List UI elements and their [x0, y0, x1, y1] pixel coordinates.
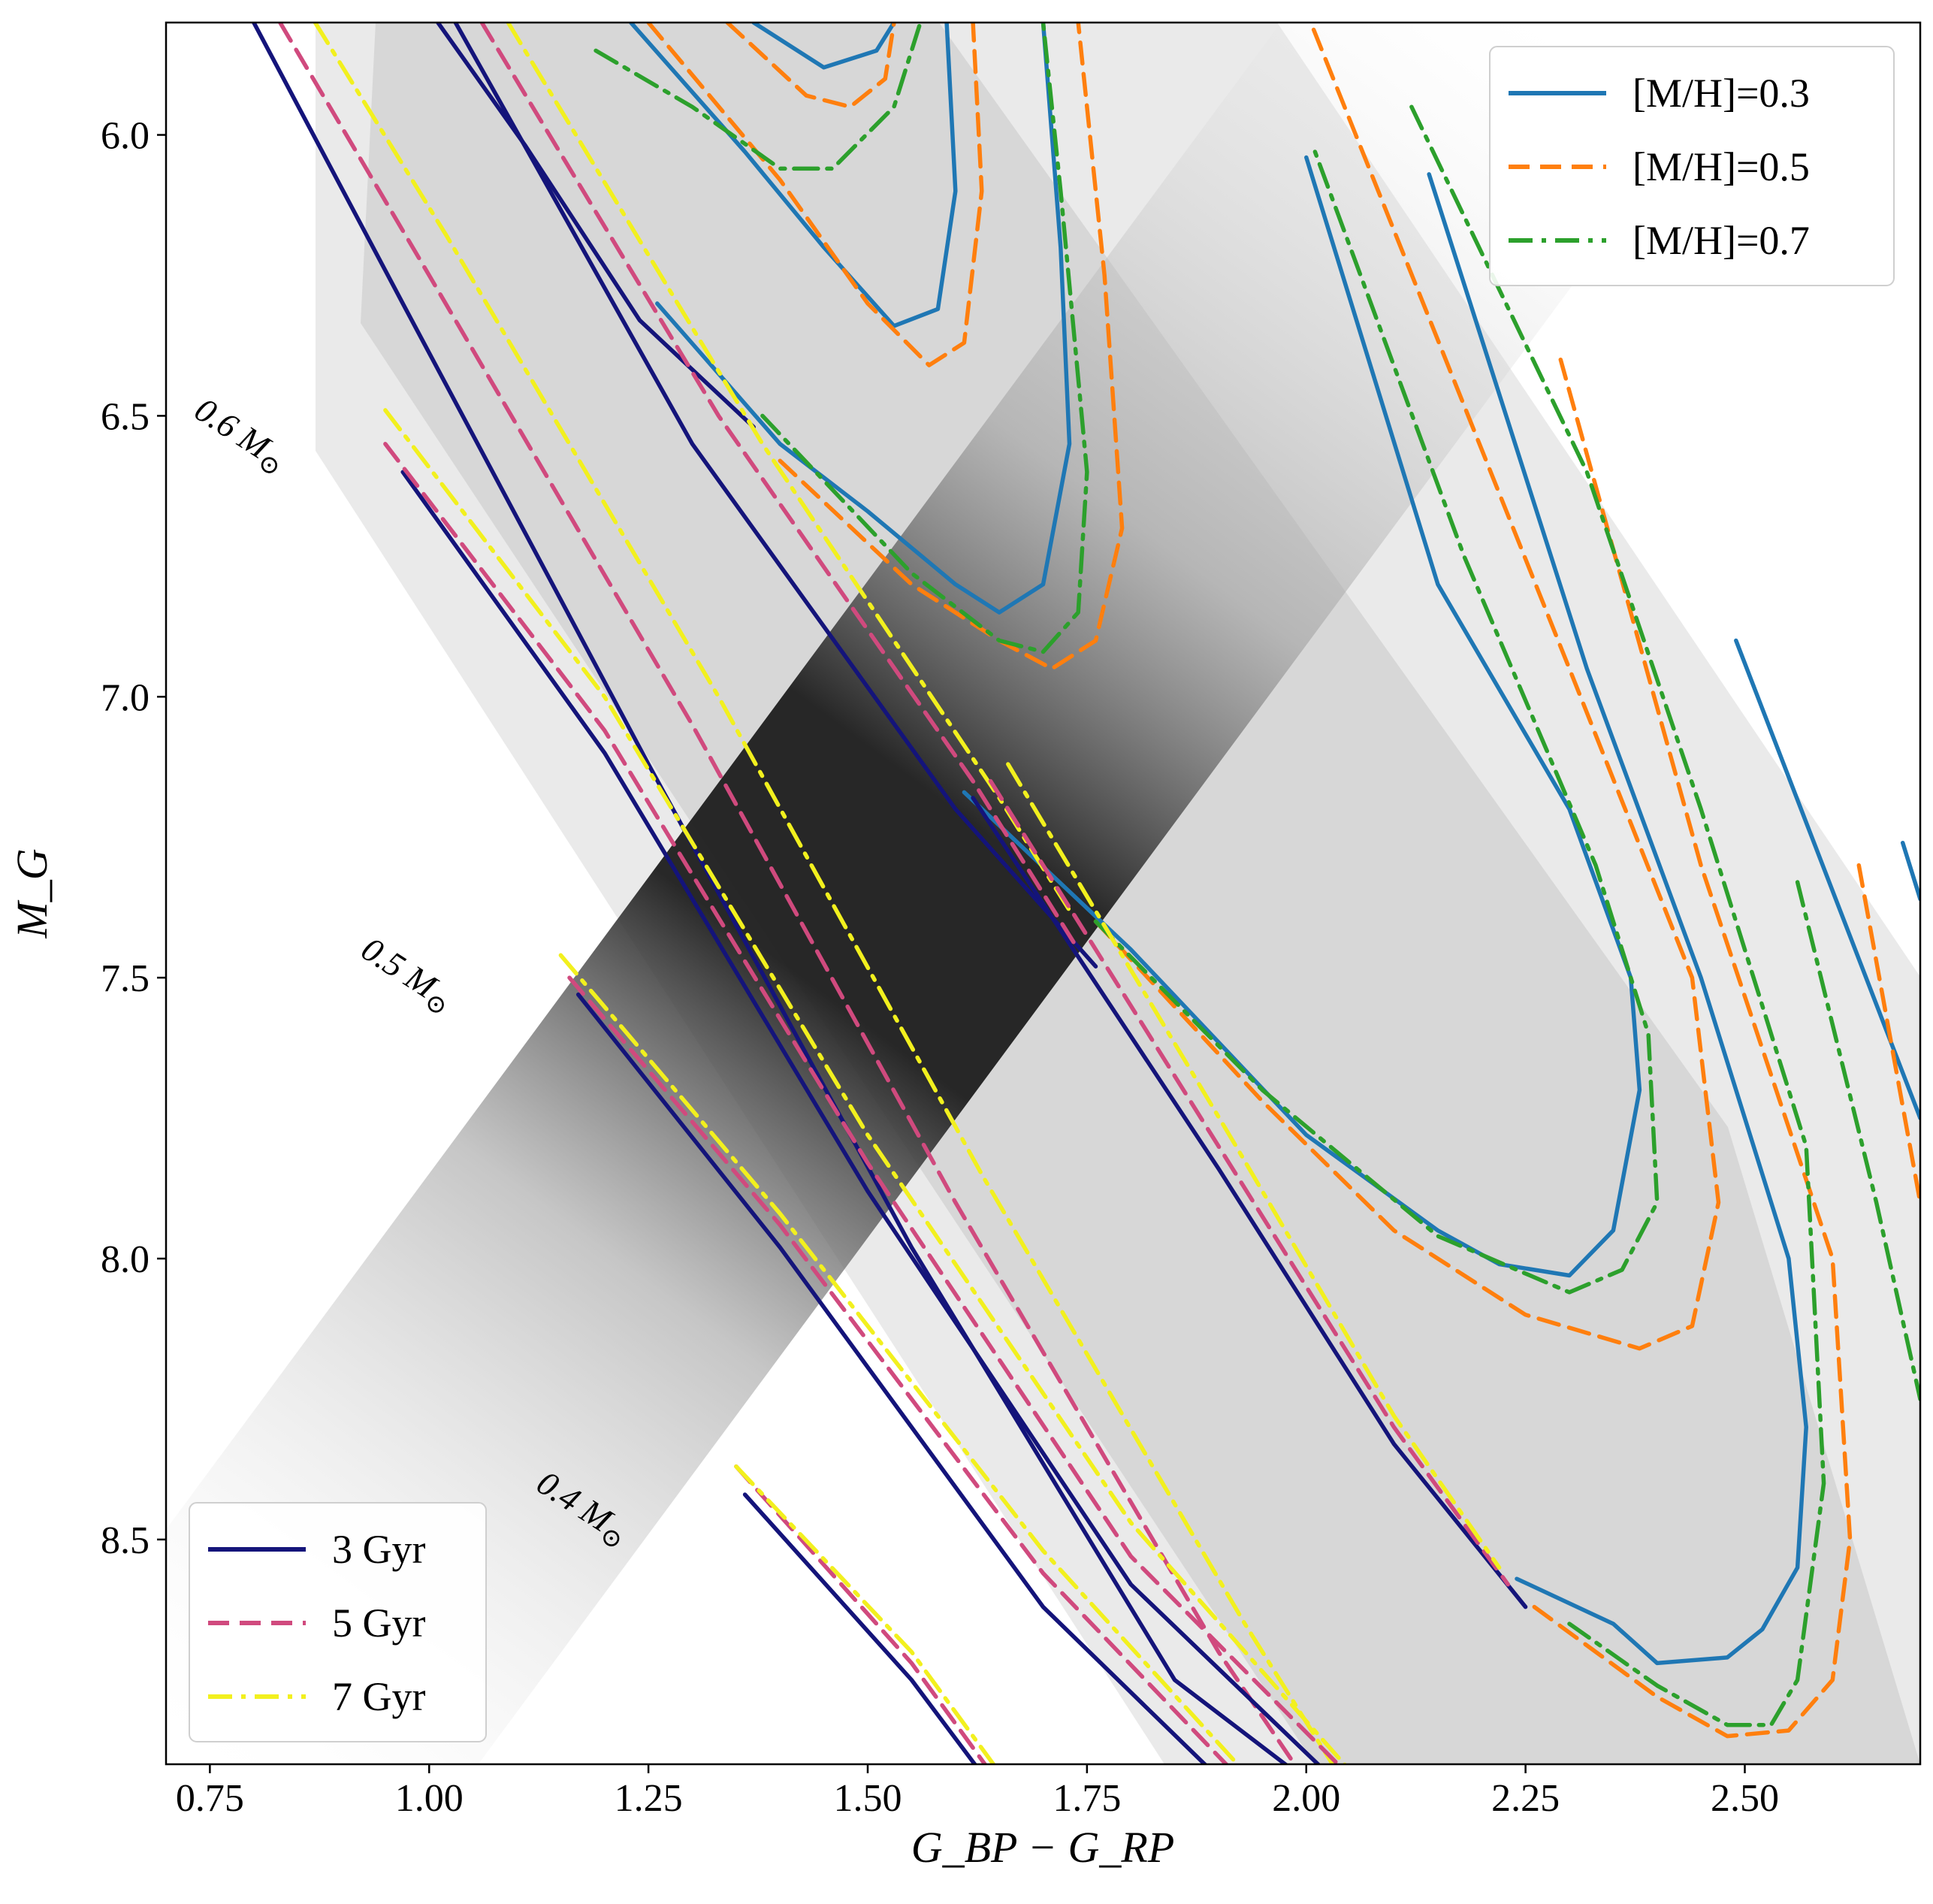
- metallicity-track-line-7: [725, 23, 896, 109]
- x-tick-label-5: 2.00: [1272, 1777, 1340, 1820]
- isochrone-line-10: [575, 992, 1208, 1764]
- x-axis-title: G_BP − G_RP: [911, 1823, 1175, 1872]
- legend-label-2: [M/H]=0.7: [1632, 218, 1810, 263]
- x-tick-label-2: 1.25: [615, 1777, 683, 1820]
- isochrone-line-6: [383, 408, 1348, 1764]
- metallicity-track-line-0: [751, 23, 896, 70]
- isochrone-line-16: [742, 1492, 977, 1764]
- density-halo-inner: [361, 23, 1920, 1764]
- metallicity-track-line-9: [778, 23, 1125, 671]
- y-tick-label-0: 6.0: [101, 115, 150, 158]
- isochrone-line-7: [453, 23, 1098, 969]
- legend-age-frame: [189, 1502, 487, 1742]
- y-tick-label-3: 7.5: [101, 957, 150, 1000]
- legend-metallicity-frame: [1489, 46, 1895, 286]
- x-axis-ticks: 0.75 1.00 1.25 1.50 1.75 2.00 2.25 2.50: [176, 1764, 1779, 1820]
- y-tick-label-1: 6.5: [101, 395, 150, 438]
- y-tick-label-5: 8.5: [101, 1519, 150, 1562]
- x-tick-label-7: 2.50: [1711, 1777, 1779, 1820]
- metallicity-track-line-14: [760, 23, 1089, 654]
- legend-label-0: 3 Gyr: [332, 1527, 425, 1572]
- metallicity-track-line-13: [593, 23, 923, 171]
- isochrone-line-12: [558, 953, 1240, 1764]
- y-axis-ticks: 6.0 6.5 7.0 7.5 8.0 8.5: [101, 115, 166, 1562]
- x-tick-label-4: 1.75: [1053, 1777, 1121, 1820]
- isochrone-line-2: [313, 23, 1336, 1764]
- isochrone-line-0: [252, 23, 1289, 1764]
- x-tick-label-6: 2.25: [1491, 1777, 1560, 1820]
- isochrone-line-15: [1006, 762, 1502, 1570]
- metallicity-track-line-12: [1856, 863, 1920, 1205]
- legend-label-1: [M/H]=0.5: [1632, 144, 1810, 189]
- isochrone-line-3: [436, 23, 756, 430]
- isochrone-line-8: [479, 23, 1080, 952]
- legend-label-2: 7 Gyr: [332, 1674, 425, 1719]
- isochrone-line-1: [278, 23, 1297, 1764]
- metallicity-track-line-8: [646, 23, 984, 367]
- isochrone-line-18: [734, 1464, 996, 1764]
- y-axis-title: M_G: [8, 848, 56, 938]
- isochrone-line-4: [400, 470, 1321, 1764]
- density-ridge: [166, 23, 1707, 1764]
- metallicity-track-line-1: [629, 23, 958, 328]
- legend-age: 3 Gyr 5 Gyr 7 Gyr: [189, 1502, 487, 1742]
- series-layer: [252, 23, 1920, 1764]
- metallicity-track-line-6: [1900, 840, 1920, 902]
- x-tick-label-0: 0.75: [176, 1777, 244, 1820]
- metallicity-track-line-4: [1427, 172, 1808, 1666]
- x-tick-label-3: 1.50: [834, 1777, 902, 1820]
- x-tick-label-1: 1.00: [395, 1777, 464, 1820]
- metallicity-track-line-17: [1795, 880, 1920, 1401]
- isochrone-line-11: [567, 975, 1229, 1764]
- legend-label-0: [M/H]=0.3: [1632, 71, 1810, 116]
- plot-area: [165, 21, 1922, 1766]
- metallicity-track-line-15: [1093, 150, 1660, 1295]
- isochrone-line-5: [383, 442, 1341, 1764]
- y-tick-label-2: 7.0: [101, 676, 150, 719]
- legend-label-1: 5 Gyr: [332, 1600, 425, 1646]
- metallicity-track-line-16: [1409, 104, 1826, 1727]
- metallicity-track-line-10: [1093, 23, 1721, 1351]
- isochrone-line-17: [734, 1464, 988, 1764]
- metallicity-track-line-11: [1532, 357, 1853, 1739]
- axes-frame: [165, 21, 1922, 1766]
- isochrone-line-14: [988, 778, 1511, 1587]
- y-tick-label-4: 8.0: [101, 1238, 150, 1281]
- legend-metallicity: [M/H]=0.3 [M/H]=0.5 [M/H]=0.7: [1489, 46, 1895, 286]
- isochrone-line-13: [971, 796, 1528, 1609]
